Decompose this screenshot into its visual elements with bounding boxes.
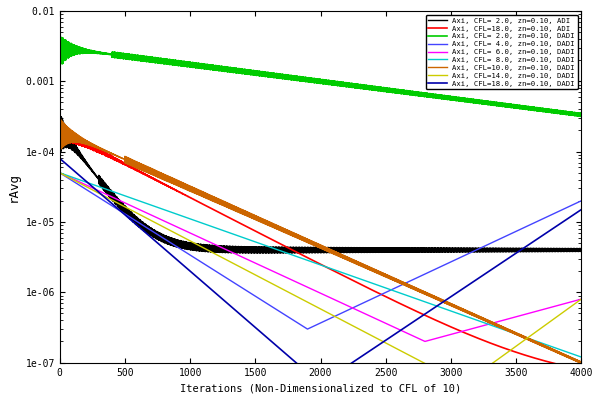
Axi, CFL= 6.0, zn=0.10, DADI — [421, 339, 428, 344]
Axi, CFL=10.0, zn=0.10, DADI — [435, 297, 442, 302]
Axi, CFL= 2.0, zn=0.10, DADI — [435, 96, 442, 101]
Axi, CFL= 2.0, zn=0.10, DADI — [578, 113, 585, 118]
Axi, CFL= 2.0, zn=0.10, DADI — [562, 111, 569, 116]
Axi, CFL=18.0, zn=0.10, DADI — [435, 302, 442, 307]
Axi, CFL= 8.0, zn=0.10, DADI — [304, 258, 311, 263]
Axi, CFL=14.0, zn=0.10, DADI — [536, 327, 543, 332]
Axi, CFL= 8.0, zn=0.10, DADI — [275, 248, 283, 253]
Axi, CFL= 6.0, zn=0.10, DADI — [304, 285, 311, 290]
Axi, CFL= 2.0, zn=0.10, DADI — [275, 72, 283, 76]
Axi, CFL=10.0, zn=0.10, DADI — [280, 230, 287, 234]
Axi, CFL=18.0, zn=0.10, DADI — [536, 235, 543, 240]
Axi, CFL= 6.0, zn=0.10, DADI — [435, 335, 442, 340]
Axi, CFL= 4.0, zn=0.10, DADI — [304, 327, 311, 332]
Axi, CFL=14.0, zn=0.10, DADI — [562, 308, 569, 313]
Axi, CFL= 8.0, zn=0.10, DADI — [280, 249, 287, 254]
Axi, CFL= 2.0, zn=0.10, ADI — [536, 249, 543, 254]
Axi, CFL=14.0, zn=0.10, DADI — [56, 170, 64, 175]
Line: Axi, CFL= 2.0, zn=0.10, DADI: Axi, CFL= 2.0, zn=0.10, DADI — [60, 36, 581, 116]
Axi, CFL=10.0, zn=0.10, DADI — [562, 354, 569, 359]
Axi, CFL=10.0, zn=0.10, DADI — [275, 226, 283, 231]
Axi, CFL= 4.0, zn=0.10, DADI — [578, 198, 585, 203]
Line: Axi, CFL=18.0, zn=0.10, DADI: Axi, CFL=18.0, zn=0.10, DADI — [60, 158, 581, 384]
Axi, CFL=18.0, zn=0.10, DADI — [56, 156, 64, 161]
Axi, CFL=10.0, zn=0.10, DADI — [536, 342, 543, 347]
Line: Axi, CFL=14.0, zn=0.10, DADI: Axi, CFL=14.0, zn=0.10, DADI — [60, 173, 581, 384]
Axi, CFL= 2.0, zn=0.10, DADI — [56, 33, 64, 38]
Line: Axi, CFL= 6.0, zn=0.10, DADI: Axi, CFL= 6.0, zn=0.10, DADI — [60, 173, 581, 342]
Line: Axi, CFL=18.0, zn=0.10, ADI: Axi, CFL=18.0, zn=0.10, ADI — [60, 123, 581, 369]
Axi, CFL=14.0, zn=0.10, DADI — [460, 382, 467, 386]
Axi, CFL=18.0, zn=0.10, ADI — [280, 243, 287, 248]
Axi, CFL= 2.0, zn=0.10, ADI — [435, 246, 442, 250]
Axi, CFL= 6.0, zn=0.10, DADI — [562, 301, 569, 306]
Axi, CFL= 4.0, zn=0.10, DADI — [56, 170, 64, 175]
Axi, CFL=18.0, zn=0.10, ADI — [578, 367, 585, 372]
Axi, CFL= 2.0, zn=0.10, ADI — [578, 248, 585, 253]
X-axis label: Iterations (Non-Dimensionalized to CFL of 10): Iterations (Non-Dimensionalized to CFL o… — [180, 383, 461, 393]
Axi, CFL=18.0, zn=0.10, ADI — [435, 319, 442, 324]
Axi, CFL=18.0, zn=0.10, DADI — [275, 346, 283, 350]
Axi, CFL= 4.0, zn=0.10, DADI — [280, 311, 287, 316]
Axi, CFL=18.0, zn=0.10, DADI — [562, 218, 569, 223]
Line: Axi, CFL= 2.0, zn=0.10, ADI: Axi, CFL= 2.0, zn=0.10, ADI — [60, 114, 581, 253]
Axi, CFL=18.0, zn=0.10, ADI — [536, 357, 543, 362]
Axi, CFL= 2.0, zn=0.10, ADI — [280, 245, 287, 250]
Axi, CFL=18.0, zn=0.10, ADI — [562, 364, 569, 368]
Axi, CFL= 2.0, zn=0.10, ADI — [562, 249, 569, 254]
Axi, CFL= 8.0, zn=0.10, DADI — [536, 340, 543, 345]
Legend: Axi, CFL= 2.0, zn=0.10, ADI, Axi, CFL=18.0, zn=0.10, ADI, Axi, CFL= 2.0, zn=0.10: Axi, CFL= 2.0, zn=0.10, ADI, Axi, CFL=18… — [425, 14, 578, 90]
Axi, CFL=18.0, zn=0.10, ADI — [56, 120, 64, 125]
Axi, CFL= 8.0, zn=0.10, DADI — [56, 170, 64, 175]
Axi, CFL= 2.0, zn=0.10, ADI — [259, 251, 266, 256]
Axi, CFL= 2.0, zn=0.10, ADI — [304, 245, 311, 250]
Axi, CFL= 4.0, zn=0.10, DADI — [304, 326, 311, 331]
Y-axis label: rAvg: rAvg — [7, 172, 20, 202]
Axi, CFL=14.0, zn=0.10, DADI — [275, 285, 283, 290]
Line: Axi, CFL= 8.0, zn=0.10, DADI: Axi, CFL= 8.0, zn=0.10, DADI — [60, 173, 581, 357]
Axi, CFL=18.0, zn=0.10, ADI — [304, 255, 311, 260]
Axi, CFL= 6.0, zn=0.10, DADI — [56, 170, 64, 175]
Axi, CFL=18.0, zn=0.10, DADI — [280, 349, 287, 354]
Axi, CFL= 2.0, zn=0.10, DADI — [536, 106, 543, 111]
Axi, CFL= 8.0, zn=0.10, DADI — [578, 355, 585, 360]
Axi, CFL=18.0, zn=0.10, DADI — [304, 370, 311, 375]
Axi, CFL= 6.0, zn=0.10, DADI — [536, 308, 543, 313]
Axi, CFL= 4.0, zn=0.10, DADI — [275, 309, 283, 314]
Axi, CFL=10.0, zn=0.10, DADI — [304, 240, 311, 244]
Axi, CFL= 2.0, zn=0.10, DADI — [577, 114, 584, 119]
Axi, CFL= 8.0, zn=0.10, DADI — [562, 349, 569, 354]
Axi, CFL= 6.0, zn=0.10, DADI — [578, 297, 585, 302]
Axi, CFL=10.0, zn=0.10, DADI — [578, 361, 585, 366]
Axi, CFL=10.0, zn=0.10, DADI — [577, 361, 584, 366]
Axi, CFL=18.0, zn=0.10, DADI — [578, 207, 585, 212]
Axi, CFL= 4.0, zn=0.10, DADI — [536, 218, 543, 223]
Axi, CFL= 4.0, zn=0.10, DADI — [435, 265, 442, 270]
Axi, CFL= 2.0, zn=0.10, ADI — [275, 245, 283, 250]
Axi, CFL= 6.0, zn=0.10, DADI — [280, 274, 287, 278]
Axi, CFL=14.0, zn=0.10, DADI — [304, 300, 311, 304]
Line: Axi, CFL=10.0, zn=0.10, DADI: Axi, CFL=10.0, zn=0.10, DADI — [60, 118, 581, 363]
Axi, CFL= 2.0, zn=0.10, DADI — [280, 75, 287, 80]
Axi, CFL= 8.0, zn=0.10, DADI — [435, 304, 442, 309]
Axi, CFL= 2.0, zn=0.10, ADI — [56, 111, 64, 116]
Axi, CFL= 6.0, zn=0.10, DADI — [275, 272, 283, 276]
Axi, CFL= 4.0, zn=0.10, DADI — [562, 206, 569, 211]
Axi, CFL=18.0, zn=0.10, ADI — [275, 241, 283, 246]
Axi, CFL=18.0, zn=0.10, ADI — [56, 121, 64, 126]
Axi, CFL=14.0, zn=0.10, DADI — [280, 287, 287, 292]
Axi, CFL=10.0, zn=0.10, DADI — [56, 116, 64, 121]
Axi, CFL=14.0, zn=0.10, DADI — [578, 297, 585, 302]
Line: Axi, CFL= 4.0, zn=0.10, DADI: Axi, CFL= 4.0, zn=0.10, DADI — [60, 173, 581, 329]
Axi, CFL=14.0, zn=0.10, DADI — [435, 368, 442, 373]
Axi, CFL= 2.0, zn=0.10, DADI — [304, 79, 311, 84]
Axi, CFL=18.0, zn=0.10, DADI — [317, 382, 324, 386]
